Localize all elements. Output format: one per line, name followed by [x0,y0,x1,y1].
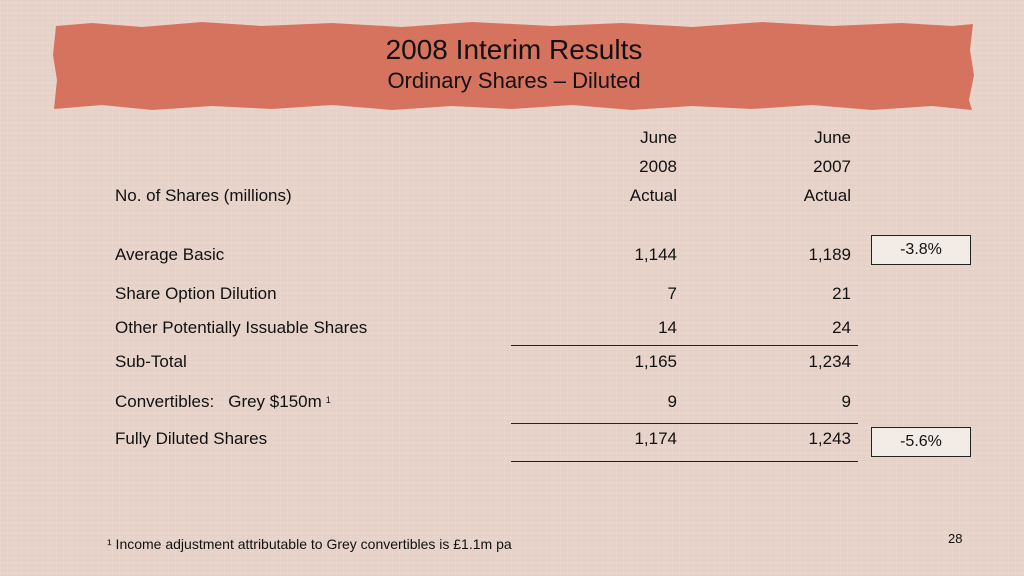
torn-paper-shape [53,22,974,110]
row-average-basic-2007: 1,189 [808,245,851,264]
page-title: 2008 Interim Results [385,34,643,65]
col-2007-year: 2007 [813,157,851,176]
col-2007-month: June [814,128,851,147]
row-average-basic-2008: 1,144 [634,245,677,264]
row-subtotal-2007: 1,234 [808,352,851,371]
col-2008-month: June [640,128,677,147]
col-2007-basis: Actual [803,186,851,205]
title-banner: 2008 Interim Results Ordinary Shares – D… [52,20,976,112]
average-basic-change-box: -3.8% [871,235,971,265]
convertibles-label-text: Convertibles: [115,392,215,411]
page-subtitle: Ordinary Shares – Diluted [387,68,641,93]
row-convertibles-2007: 9 [841,392,851,411]
row-convertibles-label: Convertibles: Grey $150m 1 [115,392,331,412]
col-2008-year: 2008 [639,157,677,176]
bottom-rule [511,461,858,462]
row-average-basic-label: Average Basic [115,245,225,264]
convertibles-detail: Grey $150m [228,392,322,411]
row-fully-diluted-2007: 1,243 [808,429,851,448]
row-other-issuable-label: Other Potentially Issuable Shares [115,318,368,337]
fully-diluted-change-box: -5.6% [871,427,971,457]
footnote-marker: 1 [325,395,331,405]
row-subtotal-2008: 1,165 [634,352,677,371]
footnote: ¹ Income adjustment attributable to Grey… [107,536,512,552]
row-share-option-2007: 21 [832,284,851,303]
row-other-issuable-2008: 14 [658,318,677,337]
total-rule [511,423,858,424]
subtotal-rule [511,345,858,346]
col-2008-basis: Actual [629,186,677,205]
row-subtotal-label: Sub-Total [115,352,187,371]
page-number: 28 [948,531,963,546]
row-header-label: No. of Shares (millions) [115,186,292,205]
row-share-option-2008: 7 [667,284,677,303]
row-fully-diluted-2008: 1,174 [634,429,677,448]
row-fully-diluted-label: Fully Diluted Shares [115,429,268,448]
row-convertibles-2008: 9 [667,392,677,411]
row-share-option-label: Share Option Dilution [115,284,277,303]
row-other-issuable-2007: 24 [832,318,851,337]
